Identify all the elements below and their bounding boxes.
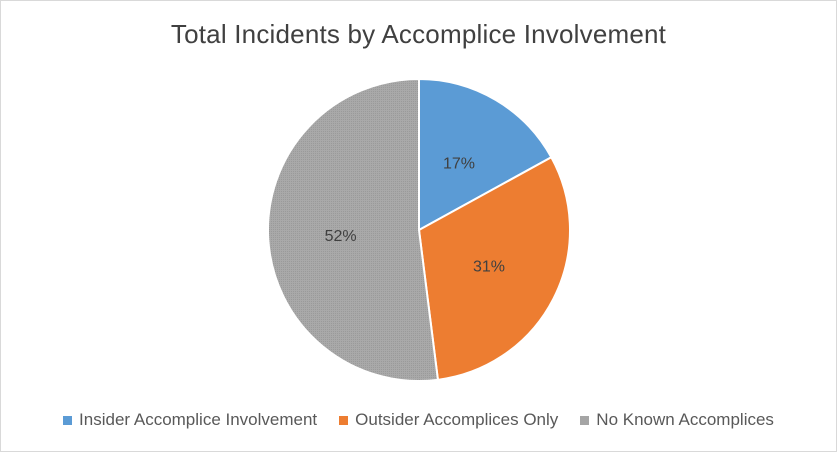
legend-item-outsider[interactable]: Outsider Accomplices Only: [339, 410, 558, 430]
legend-label-insider: Insider Accomplice Involvement: [79, 410, 318, 429]
legend-item-none[interactable]: No Known Accomplices: [580, 410, 774, 430]
legend-label-outsider: Outsider Accomplices Only: [355, 410, 559, 429]
legend-swatch-none: [580, 415, 590, 425]
legend-item-insider[interactable]: Insider Accomplice Involvement: [63, 410, 317, 430]
data-label-none: 52%: [325, 228, 357, 245]
data-label-insider: 17%: [443, 155, 475, 172]
legend: Insider Accomplice Involvement Outsider …: [1, 410, 836, 430]
legend-label-none: No Known Accomplices: [596, 410, 774, 429]
legend-swatch-outsider: [339, 415, 349, 425]
pie-slice-none[interactable]: [267, 77, 440, 382]
pie-slice-insider[interactable]: [418, 77, 553, 232]
pie-slice-outsider[interactable]: [417, 155, 571, 381]
chart-title: Total Incidents by Accomplice Involvemen…: [170, 19, 667, 49]
data-label-outsider: 31%: [473, 259, 505, 276]
legend-swatch-insider: [63, 415, 73, 425]
